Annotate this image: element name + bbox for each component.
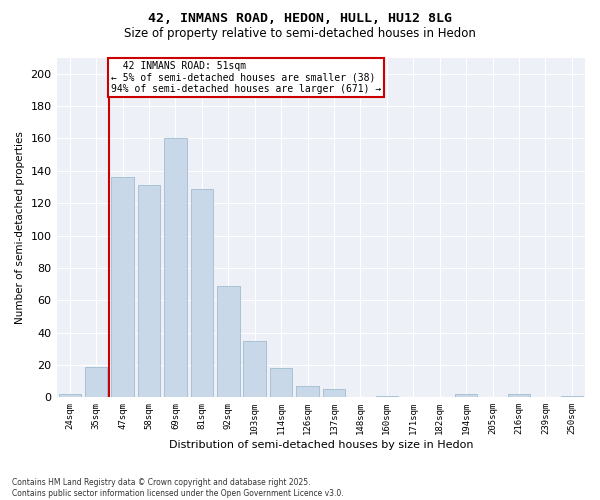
Bar bbox=[508, 394, 530, 398]
Y-axis label: Number of semi-detached properties: Number of semi-detached properties bbox=[15, 131, 25, 324]
Text: 42, INMANS ROAD, HEDON, HULL, HU12 8LG: 42, INMANS ROAD, HEDON, HULL, HU12 8LG bbox=[148, 12, 452, 26]
Text: Size of property relative to semi-detached houses in Hedon: Size of property relative to semi-detach… bbox=[124, 28, 476, 40]
Bar bbox=[376, 396, 398, 398]
Bar bbox=[270, 368, 292, 398]
Bar bbox=[191, 188, 213, 398]
Bar bbox=[164, 138, 187, 398]
Bar bbox=[455, 394, 478, 398]
Bar bbox=[85, 366, 107, 398]
Text: Contains HM Land Registry data © Crown copyright and database right 2025.
Contai: Contains HM Land Registry data © Crown c… bbox=[12, 478, 344, 498]
Bar bbox=[323, 389, 345, 398]
Bar bbox=[217, 286, 239, 398]
X-axis label: Distribution of semi-detached houses by size in Hedon: Distribution of semi-detached houses by … bbox=[169, 440, 473, 450]
Bar bbox=[59, 394, 81, 398]
Bar bbox=[138, 186, 160, 398]
Bar bbox=[296, 386, 319, 398]
Bar bbox=[112, 178, 134, 398]
Bar bbox=[244, 340, 266, 398]
Text: 42 INMANS ROAD: 51sqm
← 5% of semi-detached houses are smaller (38)
94% of semi-: 42 INMANS ROAD: 51sqm ← 5% of semi-detac… bbox=[111, 60, 381, 94]
Bar bbox=[560, 396, 583, 398]
